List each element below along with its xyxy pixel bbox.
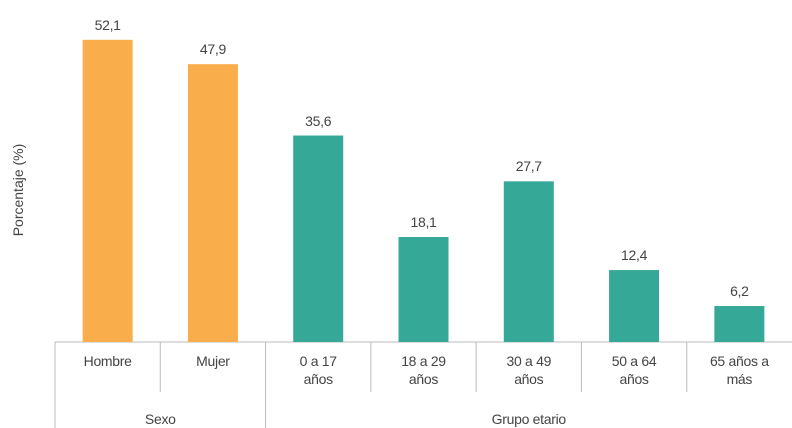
bar xyxy=(293,135,344,342)
group-label: Sexo xyxy=(144,411,176,427)
y-axis-label: Porcentaje (%) xyxy=(10,143,26,237)
bar xyxy=(609,270,660,342)
value-label: 35,6 xyxy=(305,112,332,129)
value-label: 52,1 xyxy=(94,16,121,33)
value-label: 27,7 xyxy=(515,158,542,175)
value-label: 18,1 xyxy=(410,214,437,231)
bar xyxy=(714,306,765,342)
value-label: 47,9 xyxy=(199,41,226,58)
bar xyxy=(503,181,554,342)
x-tick-label: Hombre xyxy=(83,353,132,369)
x-tick-label: 65 años a más xyxy=(709,353,769,387)
x-tick-label: Mujer xyxy=(196,353,230,369)
bar xyxy=(82,39,133,342)
bar xyxy=(398,237,449,342)
x-tick-label: 30 a 49 años xyxy=(506,353,552,387)
group-label: Grupo etario xyxy=(491,411,567,427)
x-tick-label: 18 a 29 años xyxy=(401,353,446,387)
bar xyxy=(187,64,238,343)
x-tick-label: 0 a 17 años xyxy=(299,353,337,387)
x-tick-label: 50 a 64 años xyxy=(611,353,657,387)
value-label: 12,4 xyxy=(621,247,648,264)
value-label: 6,2 xyxy=(730,283,749,300)
